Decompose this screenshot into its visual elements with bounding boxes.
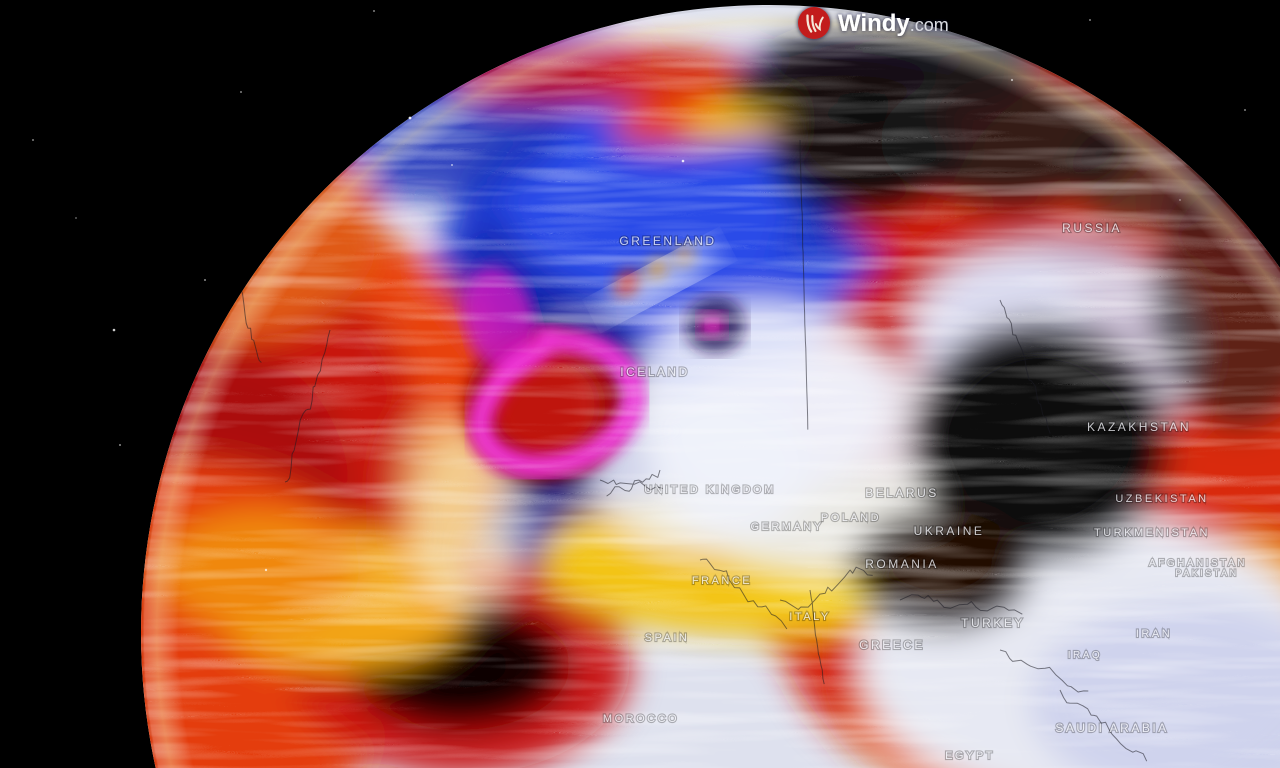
svg-text:EGYPT: EGYPT bbox=[945, 750, 995, 762]
svg-text:SPAIN: SPAIN bbox=[645, 632, 690, 644]
svg-text:GREECE: GREECE bbox=[859, 638, 925, 652]
svg-text:ICELAND: ICELAND bbox=[620, 365, 690, 379]
svg-text:KAZAKHSTAN: KAZAKHSTAN bbox=[1087, 420, 1191, 434]
svg-text:GREENLAND: GREENLAND bbox=[619, 234, 716, 248]
svg-text:PAKISTAN: PAKISTAN bbox=[1175, 568, 1238, 578]
svg-text:POLAND: POLAND bbox=[821, 512, 881, 524]
svg-text:UNITED KINGDOM: UNITED KINGDOM bbox=[644, 484, 776, 496]
svg-text:BELARUS: BELARUS bbox=[865, 486, 939, 500]
svg-text:ROMANIA: ROMANIA bbox=[865, 557, 939, 571]
svg-text:FRANCE: FRANCE bbox=[692, 575, 752, 587]
svg-text:RUSSIA: RUSSIA bbox=[1062, 221, 1122, 235]
svg-text:IRAN: IRAN bbox=[1136, 628, 1172, 640]
svg-text:IRAQ: IRAQ bbox=[1068, 650, 1102, 661]
svg-text:SAUDI ARABIA: SAUDI ARABIA bbox=[1055, 721, 1168, 735]
svg-text:Windy.com: Windy.com bbox=[838, 10, 949, 37]
svg-text:UKRAINE: UKRAINE bbox=[914, 524, 985, 538]
svg-text:TURKMENISTAN: TURKMENISTAN bbox=[1094, 527, 1210, 539]
svg-text:UZBEKISTAN: UZBEKISTAN bbox=[1115, 493, 1208, 505]
svg-text:ITALY: ITALY bbox=[789, 611, 830, 623]
svg-text:MOROCCO: MOROCCO bbox=[603, 713, 679, 725]
svg-text:GERMANY: GERMANY bbox=[750, 521, 823, 533]
svg-text:TURKEY: TURKEY bbox=[961, 616, 1025, 630]
